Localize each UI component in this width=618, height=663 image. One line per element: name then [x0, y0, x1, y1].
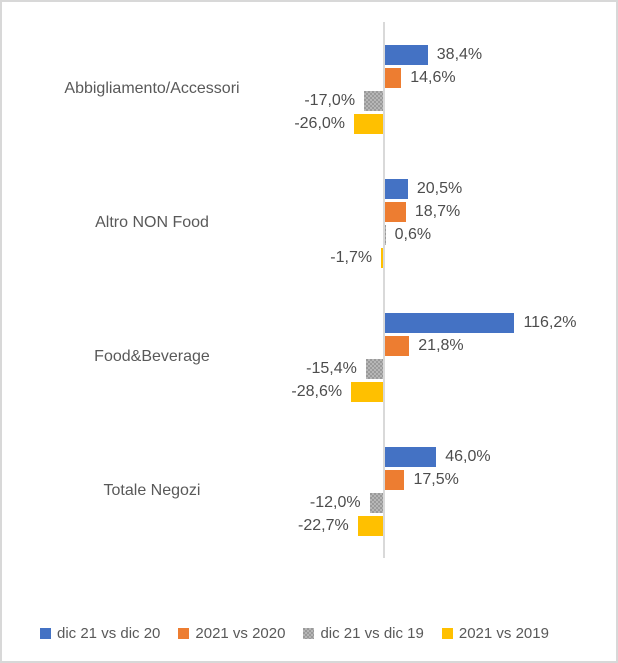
value-label: -22,7%	[298, 516, 349, 534]
legend-swatch-icon	[303, 627, 315, 639]
bar	[385, 67, 402, 88]
legend-item: 2021 vs 2020	[178, 625, 285, 642]
category-axis-line	[383, 22, 385, 558]
bar	[369, 492, 383, 513]
value-label: -15,4%	[306, 359, 357, 377]
bar	[385, 178, 408, 199]
bar	[385, 312, 515, 333]
legend-label: dic 21 vs dic 19	[320, 624, 424, 642]
bar	[385, 201, 406, 222]
plot-area: Abbigliamento/Accessori 38,4% 14,6% -17,0% -…	[2, 2, 616, 602]
bar	[351, 381, 383, 402]
value-label: 0,6%	[394, 225, 432, 243]
bar	[357, 515, 383, 536]
bar	[385, 446, 437, 467]
value-label: 116,2%	[523, 313, 577, 331]
bar	[365, 358, 383, 379]
category-label: Totale Negozi	[103, 482, 201, 499]
legend-label: 2021 vs 2019	[458, 624, 549, 642]
legend-label: 2021 vs 2020	[195, 624, 286, 642]
legend-item: dic 21 vs dic 20	[40, 625, 160, 642]
value-label: 46,0%	[445, 447, 491, 465]
value-label: -28,6%	[291, 382, 343, 400]
value-label: -1,7%	[330, 248, 373, 266]
bar	[364, 90, 383, 111]
value-label: 17,5%	[413, 470, 459, 488]
value-label: -26,0%	[294, 114, 346, 132]
value-label: 38,4%	[436, 45, 483, 63]
bar	[385, 469, 405, 490]
bar	[354, 113, 383, 134]
value-label: -17,0%	[304, 91, 356, 109]
legend-item: 2021 vs 2019	[441, 624, 549, 642]
category-label: Abbigliamento/Accessori	[64, 80, 240, 97]
bar	[385, 224, 386, 245]
value-label: 14,6%	[410, 68, 456, 86]
category-label: Altro NON Food	[95, 214, 209, 231]
bar	[381, 247, 383, 268]
value-label: 20,5%	[416, 179, 463, 197]
bar	[385, 44, 428, 65]
value-label: -12,0%	[309, 493, 361, 511]
bar	[385, 335, 410, 356]
legend-label: dic 21 vs dic 20	[57, 624, 161, 642]
category-label: Food&Beverage	[94, 348, 210, 365]
legend-swatch-icon	[441, 627, 453, 639]
legend-swatch-icon	[178, 627, 190, 639]
legend: dic 21 vs dic 20 2021 vs 2020 dic 21 vs di…	[40, 622, 549, 644]
value-label: 18,7%	[414, 202, 461, 220]
legend-item: dic 21 vs dic 19	[303, 624, 424, 642]
legend-swatch-icon	[40, 627, 51, 639]
value-label: 21,8%	[418, 336, 464, 354]
